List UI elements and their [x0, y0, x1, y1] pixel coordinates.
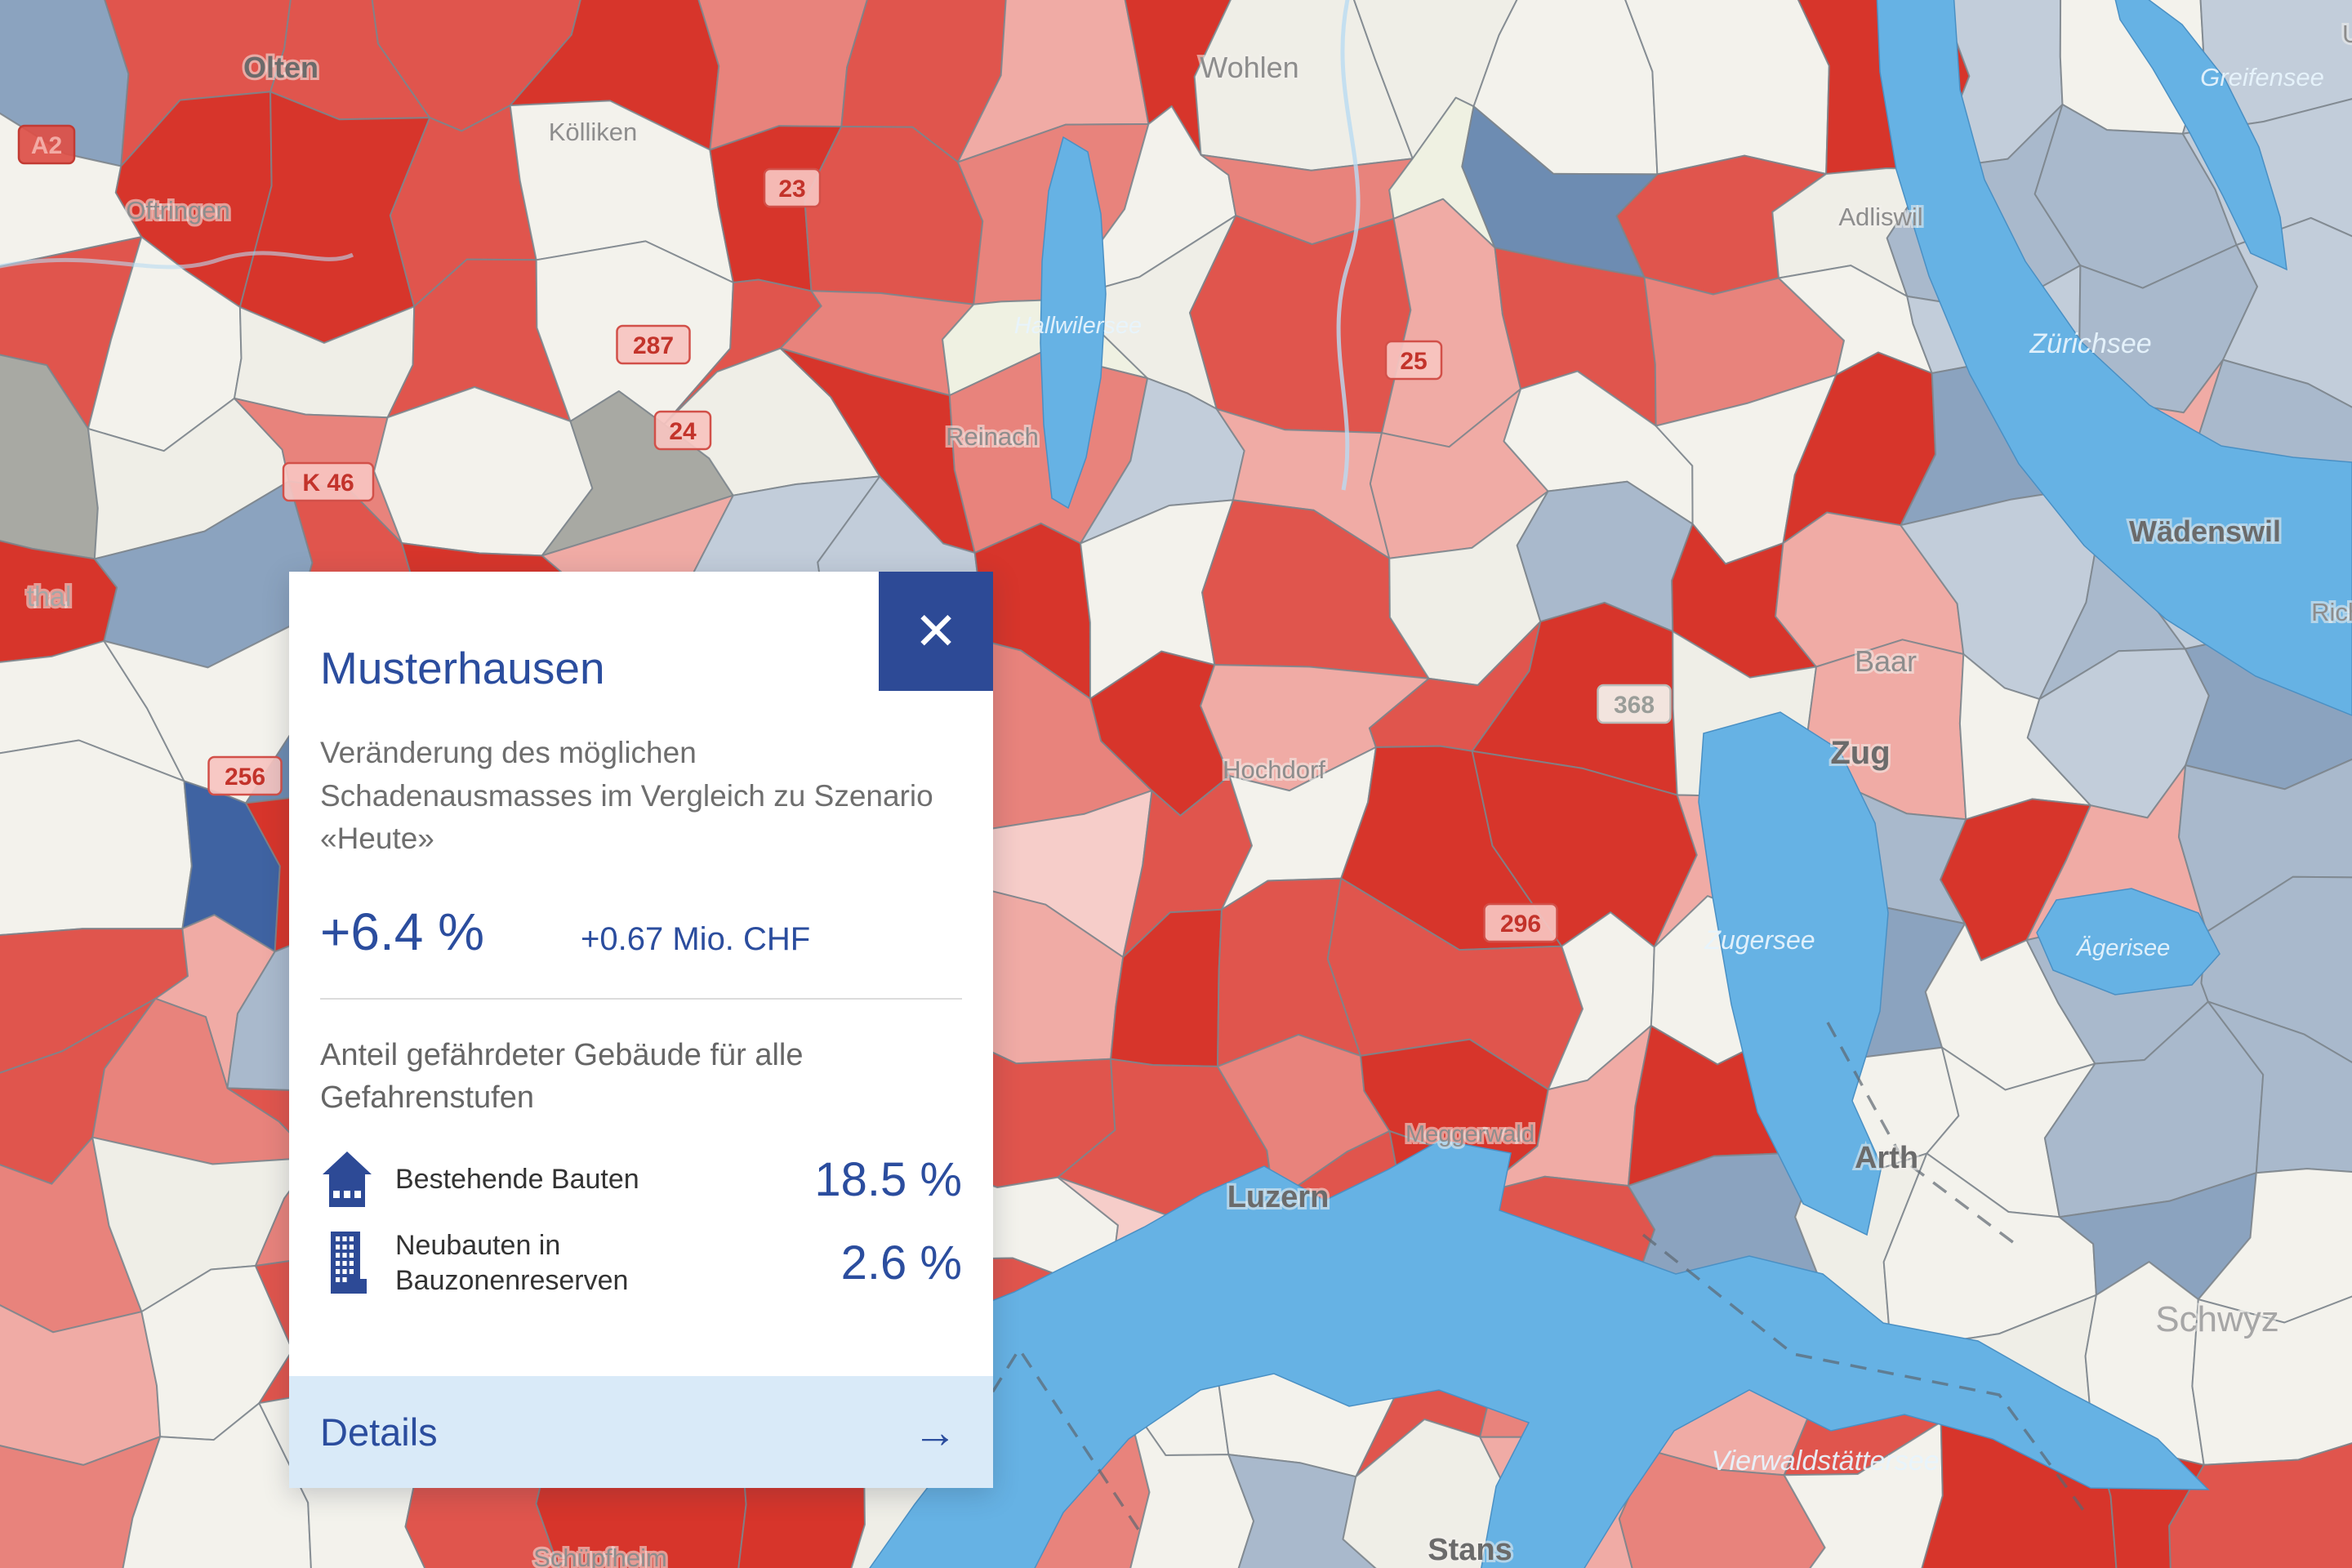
place-label: Arth — [1855, 1141, 1918, 1175]
municipality-polygon[interactable] — [1227, 1454, 1397, 1568]
place-label: Richterswil — [2311, 598, 2352, 626]
stat-row-new: Neubauten in Bauzonenreserven 2.6 % — [320, 1228, 962, 1298]
municipality-polygon[interactable] — [2178, 751, 2352, 933]
road-badge: 368 — [1597, 684, 1672, 724]
svg-text:24: 24 — [669, 418, 697, 445]
municipality-polygon[interactable] — [1783, 1421, 1944, 1568]
road-badge: K 46 — [282, 461, 375, 502]
place-label: Stans — [1428, 1533, 1512, 1567]
road-badge: 25 — [1384, 340, 1443, 381]
municipality-polygon[interactable] — [1618, 1450, 1826, 1568]
svg-text:287: 287 — [633, 332, 674, 359]
place-label: Oftringen — [126, 196, 230, 225]
road-badge: 287 — [616, 324, 691, 365]
road-badge: 256 — [207, 755, 283, 796]
stat-value: 18.5 % — [814, 1152, 962, 1206]
place-label: Hochdorf — [1223, 755, 1325, 784]
divider — [320, 997, 962, 1000]
place-label: Uster — [2342, 20, 2352, 48]
lake-label: Ägerisee — [2075, 935, 2170, 961]
municipality-polygon[interactable] — [2191, 1289, 2352, 1466]
lake-label: Hallwilersee — [1014, 313, 1142, 339]
place-label: Schüpfheim — [533, 1544, 667, 1568]
details-label: Details — [320, 1410, 438, 1454]
close-icon: ✕ — [914, 602, 958, 661]
svg-text:23: 23 — [778, 176, 805, 203]
lake-shape-zuerichsee — [1876, 0, 2352, 716]
lake-shape-hallwilersee — [1040, 136, 1107, 510]
river-shape — [1336, 0, 1361, 491]
road-badge: 23 — [763, 167, 822, 208]
place-label: thal — [27, 581, 72, 612]
svg-text:368: 368 — [1614, 692, 1655, 719]
municipality-polygon[interactable] — [0, 1436, 162, 1568]
info-popup: ✕ Musterhausen Veränderung des möglichen… — [289, 572, 993, 1488]
lake-label: Zürichsee — [2029, 328, 2151, 359]
place-label: Wohlen — [1200, 51, 1298, 84]
road-badge: 296 — [1483, 902, 1558, 943]
place-label: Meggerwald — [1405, 1121, 1535, 1147]
change-amount: +0.67 Mio. CHF — [581, 920, 811, 957]
municipality-polygon[interactable] — [2207, 1000, 2352, 1174]
change-percent: +6.4 % — [320, 902, 485, 961]
place-label: Kölliken — [549, 118, 638, 146]
municipality-polygon[interactable] — [2222, 216, 2352, 418]
svg-text:25: 25 — [1400, 348, 1427, 375]
svg-text:A2: A2 — [31, 132, 62, 159]
river-shape — [0, 251, 354, 270]
municipality-polygon[interactable] — [1189, 215, 1412, 434]
place-label: Luzern — [1227, 1180, 1330, 1214]
road-badge: A2 — [17, 124, 76, 165]
popup-description: Veränderung des möglichen Schadenausmass… — [320, 736, 933, 856]
place-label: Reinach — [946, 422, 1039, 451]
stat-row-existing: Bestehende Bauten 18.5 % — [320, 1150, 962, 1209]
arrow-right-icon: → — [913, 1407, 957, 1457]
stat-value: 2.6 % — [840, 1236, 962, 1290]
place-label: Schwyz — [2155, 1299, 2279, 1339]
lake-shape-aegerisee — [2036, 888, 2221, 996]
building-icon — [320, 1230, 374, 1297]
place-label: Baar — [1855, 644, 1917, 678]
municipality-polygon[interactable] — [1125, 1396, 1255, 1568]
svg-text:256: 256 — [225, 764, 265, 791]
place-label: Wädenswil — [2129, 514, 2281, 548]
place-label: Adliswil — [1838, 203, 1922, 231]
lake-label: Greifensee — [2200, 63, 2324, 91]
canton-border — [1642, 1233, 2089, 1517]
popup-title: Musterhausen — [320, 643, 605, 693]
municipality-polygon[interactable] — [2197, 1168, 2352, 1324]
place-label: Zug — [1830, 735, 1890, 771]
change-row: +6.4 % +0.67 Mio. CHF — [320, 902, 962, 962]
place-label: Olten — [243, 51, 318, 84]
svg-text:296: 296 — [1500, 911, 1541, 938]
stat-label: Bestehende Bauten — [395, 1164, 639, 1196]
municipality-polygon[interactable] — [119, 1402, 312, 1568]
municipality-polygon[interactable] — [2168, 1437, 2352, 1568]
road-badge: 24 — [653, 410, 712, 451]
municipality-polygon[interactable] — [2200, 875, 2352, 1074]
details-button[interactable]: Details → — [289, 1376, 993, 1488]
svg-text:K 46: K 46 — [302, 470, 354, 497]
lake-shape-zugersee — [1698, 711, 1889, 1236]
house-icon — [320, 1150, 374, 1209]
lake-label: Zugersee — [1704, 925, 1815, 955]
close-button[interactable]: ✕ — [879, 572, 993, 691]
lake-shape-greifensee — [2114, 0, 2287, 271]
stat-label: Neubauten in Bauzonenreserven — [395, 1230, 629, 1296]
section-label: Anteil gefährdeter Gebäude für alle Gefa… — [320, 1037, 804, 1116]
lake-label: Vierwaldstättersee — [1711, 1446, 1939, 1477]
